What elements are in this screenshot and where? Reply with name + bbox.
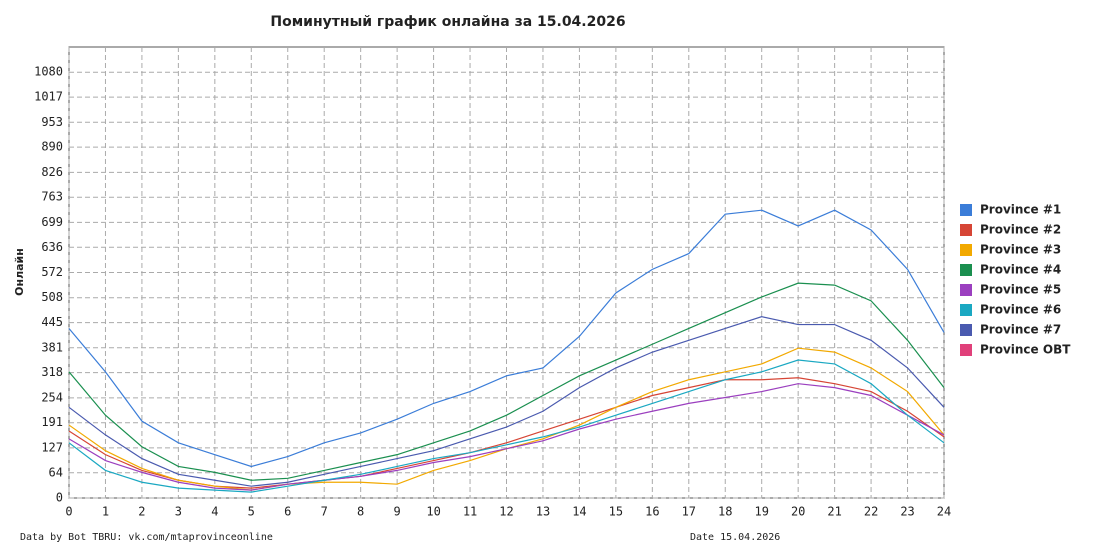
- legend-swatch: [960, 264, 972, 276]
- series-line: [68, 282, 945, 481]
- legend-label: Province #7: [980, 323, 1061, 337]
- y-tick-label: 254: [41, 390, 63, 404]
- series-line: [68, 316, 945, 487]
- y-tick-label: 826: [41, 165, 63, 179]
- series-line: [68, 359, 945, 493]
- legend-label: Province OBT: [980, 343, 1071, 357]
- x-tick-label: 9: [394, 505, 401, 519]
- y-tick-label: 636: [41, 240, 63, 254]
- legend-swatch: [960, 324, 972, 336]
- x-tick-label: 0: [65, 505, 72, 519]
- legend-label: Province #5: [980, 283, 1061, 297]
- chart-title: Поминутный график онлайна за 15.04.2026: [270, 14, 625, 30]
- y-tick-label: 381: [41, 340, 63, 354]
- y-tick-label: 191: [41, 415, 63, 429]
- x-tick-label: 4: [211, 505, 218, 519]
- y-tick-label: 127: [41, 440, 63, 454]
- legend-swatch: [960, 244, 972, 256]
- x-tick-label: 8: [357, 505, 364, 519]
- x-tick-label: 17: [682, 505, 696, 519]
- series-line: [68, 209, 945, 468]
- y-tick-label: 699: [41, 215, 63, 229]
- footer-date: Date 15.04.2026: [690, 532, 780, 543]
- legend-swatch: [960, 304, 972, 316]
- x-tick-label: 10: [426, 505, 440, 519]
- legend-label: Province #3: [980, 243, 1061, 257]
- x-tick-label: 6: [284, 505, 291, 519]
- x-tick-label: 3: [175, 505, 182, 519]
- x-tick-label: 7: [321, 505, 328, 519]
- x-tick-label: 1: [102, 505, 109, 519]
- y-tick-label: 508: [41, 290, 63, 304]
- x-tick-label: 20: [791, 505, 805, 519]
- y-tick-label: 318: [41, 365, 63, 379]
- x-tick-label: 15: [609, 505, 623, 519]
- y-tick-label: 445: [41, 315, 63, 329]
- y-tick-label: 890: [41, 140, 63, 154]
- y-axis-label: Онлайн: [13, 248, 26, 296]
- x-tick-label: 13: [536, 505, 550, 519]
- x-tick-label: 18: [718, 505, 732, 519]
- legend-label: Province #4: [980, 263, 1061, 277]
- series-line: [68, 383, 945, 491]
- x-tick-label: 22: [864, 505, 878, 519]
- y-tick-label: 1017: [34, 90, 63, 104]
- y-tick-label: 64: [49, 465, 63, 479]
- legend-swatch: [960, 204, 972, 216]
- y-tick-label: 0: [56, 491, 63, 505]
- footer-source: Data by Bot TBRU: vk.com/mtaprovinceonli…: [20, 532, 273, 543]
- x-tick-label: 14: [572, 505, 586, 519]
- y-tick-label: 1080: [34, 65, 63, 79]
- y-tick-label: 572: [41, 265, 63, 279]
- x-tick-label: 5: [248, 505, 255, 519]
- x-tick-label: 12: [499, 505, 513, 519]
- y-tick-label: 953: [41, 115, 63, 129]
- legend-swatch: [960, 344, 972, 356]
- x-tick-label: 19: [754, 505, 768, 519]
- x-tick-label: 11: [463, 505, 477, 519]
- x-tick-label: 16: [645, 505, 659, 519]
- x-tick-label: 2: [138, 505, 145, 519]
- legend-label: Province #2: [980, 223, 1061, 237]
- legend-swatch: [960, 284, 972, 296]
- legend-swatch: [960, 224, 972, 236]
- x-tick-label: 21: [827, 505, 841, 519]
- legend-label: Province #6: [980, 303, 1061, 317]
- x-tick-label: 24: [937, 505, 951, 519]
- legend-label: Province #1: [980, 203, 1061, 217]
- y-tick-label: 763: [41, 190, 63, 204]
- x-tick-label: 23: [900, 505, 914, 519]
